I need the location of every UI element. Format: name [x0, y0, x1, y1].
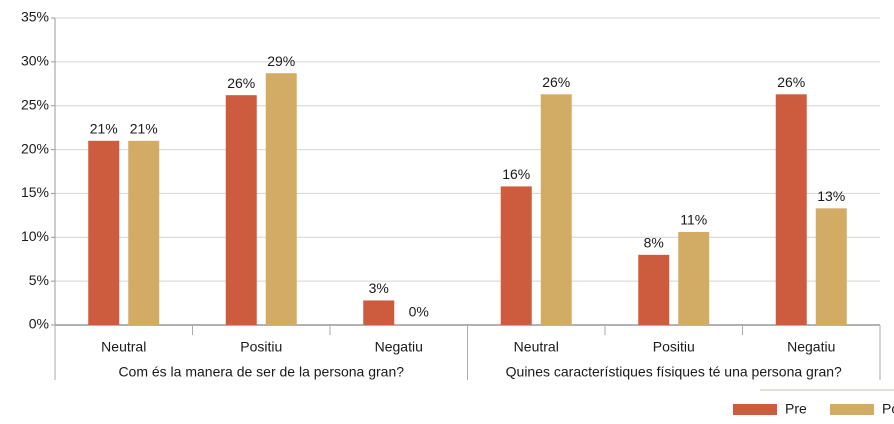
group-label: Quines característiques físiques té una … [506, 364, 842, 380]
value-label: 21% [130, 121, 158, 137]
x-tick-label: Negatiu [787, 339, 835, 355]
bar [815, 208, 847, 325]
value-label: 26% [542, 74, 570, 90]
y-tick-label: 35% [21, 9, 49, 25]
value-label: 13% [817, 188, 845, 204]
legend-swatch [733, 404, 777, 415]
bar [540, 94, 572, 325]
y-tick-label: 0% [29, 316, 49, 332]
value-label: 26% [777, 74, 805, 90]
group-label: Com és la manera de ser de la persona gr… [118, 364, 404, 380]
legend-label: Post [882, 401, 894, 417]
bar [88, 140, 120, 325]
value-label: 21% [90, 121, 118, 137]
bar [638, 254, 670, 325]
bar [500, 186, 532, 325]
y-tick-label: 5% [29, 272, 49, 288]
x-tick-label: Neutral [101, 339, 146, 355]
y-tick-label: 30% [21, 53, 49, 69]
x-tick-label: Positiu [653, 339, 695, 355]
value-label: 29% [267, 53, 295, 69]
value-label: 3% [369, 280, 389, 296]
value-label: 26% [227, 75, 255, 91]
bar [265, 73, 297, 325]
y-tick-label: 15% [21, 184, 49, 200]
y-tick-label: 10% [21, 228, 49, 244]
bar [225, 95, 257, 325]
legend-swatch [830, 404, 874, 415]
y-tick-label: 20% [21, 140, 49, 156]
bar [678, 232, 710, 325]
x-tick-label: Positiu [240, 339, 282, 355]
value-label: 11% [680, 212, 707, 228]
legend-label: Pre [785, 401, 807, 417]
bar [128, 140, 160, 325]
bar [775, 94, 807, 325]
x-tick-label: Negatiu [375, 339, 423, 355]
value-label: 8% [644, 235, 664, 251]
y-tick-label: 25% [21, 96, 49, 112]
bar [363, 300, 395, 325]
value-label: 16% [502, 166, 530, 182]
x-tick-label: Neutral [514, 339, 559, 355]
value-label: 0% [409, 304, 429, 320]
